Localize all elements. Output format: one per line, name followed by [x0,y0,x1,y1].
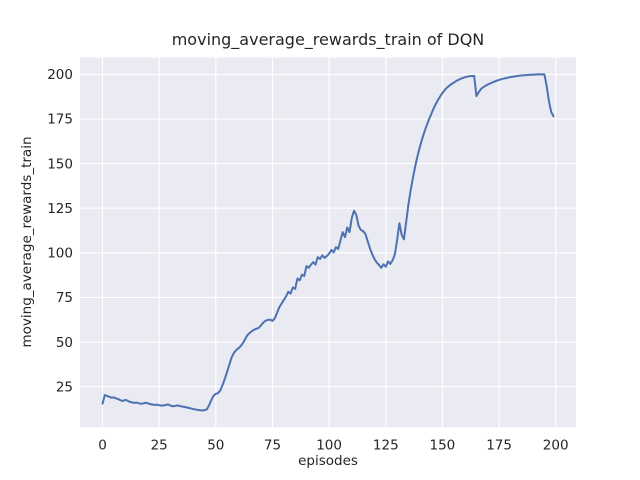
chart-title: moving_average_rewards_train of DQN [171,30,485,49]
x-tick-label: 0 [98,438,107,454]
x-tick-label: 125 [373,438,399,454]
y-tick-label: 200 [47,67,73,83]
x-tick-label: 25 [151,438,168,454]
x-tick-label: 175 [486,438,512,454]
x-tick-label: 200 [543,438,569,454]
x-tick-label: 100 [316,438,342,454]
x-tick-label: 150 [430,438,456,454]
y-tick-label: 175 [47,112,73,128]
y-tick-label: 125 [47,201,73,217]
axes-background [80,57,576,428]
y-tick-label: 100 [47,246,73,262]
y-tick-label: 25 [56,379,73,395]
y-tick-label: 150 [47,156,73,172]
y-axis-label: moving_average_rewards_train [19,136,35,348]
x-axis-label: episodes [298,453,358,469]
y-tick-label: 50 [56,335,73,351]
y-tick-label: 75 [56,290,73,306]
x-tick-label: 75 [264,438,281,454]
reward-line-series [101,73,555,412]
x-tick-label: 50 [207,438,224,454]
